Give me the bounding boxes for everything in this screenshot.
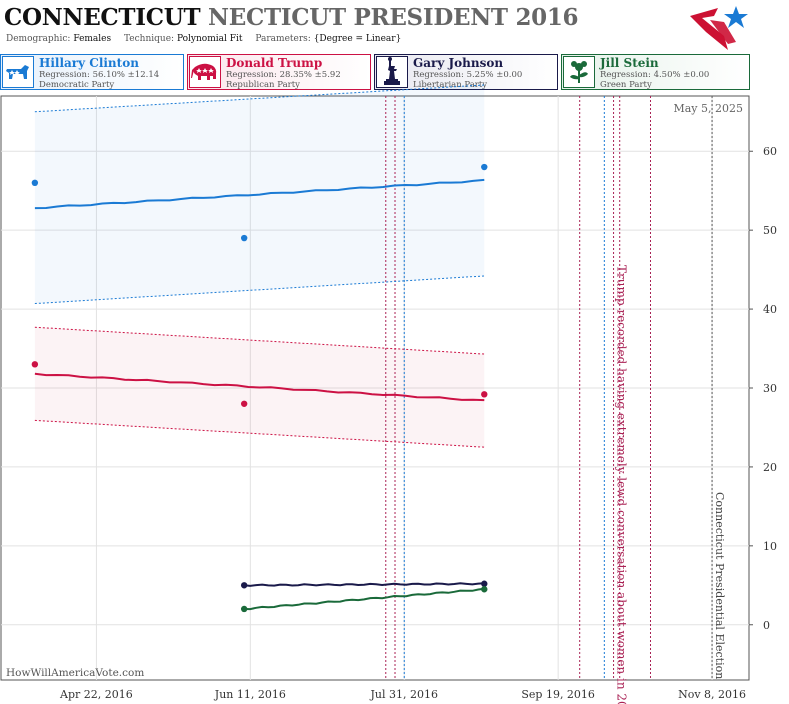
data-point bbox=[481, 391, 488, 398]
technique-value: Polynomial Fit bbox=[176, 34, 243, 44]
candidate-party: Libertarian Party bbox=[413, 80, 488, 90]
y-tick-label: 50 bbox=[763, 224, 777, 237]
data-point bbox=[240, 234, 248, 242]
chart-header: CONNECTICUT NECTICUT PRESIDENT 2016 Demo… bbox=[0, 0, 750, 52]
candidate-name: Gary Johnson bbox=[413, 56, 504, 70]
y-tick-label: 60 bbox=[763, 145, 777, 158]
data-point bbox=[481, 163, 488, 171]
legend-item-stein[interactable]: Jill Stein Regression: 4.50% ±0.00 Green… bbox=[561, 54, 750, 90]
legend-item-johnson[interactable]: Gary Johnson Regression: 5.25% ±0.00 Lib… bbox=[374, 54, 558, 90]
x-tick-label: Sep 19, 2016 bbox=[521, 688, 595, 701]
title-race: NECTICUT PRESIDENT 2016 bbox=[208, 4, 579, 31]
y-tick-label: 0 bbox=[763, 619, 770, 632]
x-tick-label: Jun 11, 2016 bbox=[214, 688, 286, 701]
trend-line bbox=[34, 372, 485, 402]
technique-label: Technique: bbox=[124, 34, 175, 44]
data-point bbox=[31, 179, 39, 187]
data-point bbox=[481, 586, 488, 593]
watermark: HowWillAmericaVote.com bbox=[6, 667, 144, 679]
donkey-icon bbox=[2, 56, 34, 88]
confidence-band-edge bbox=[34, 84, 485, 113]
candidate-regression: Regression: 4.50% ±0.00 bbox=[600, 70, 710, 80]
demographic-label: Demographic: bbox=[6, 34, 71, 44]
demographic-value: Females bbox=[73, 34, 112, 44]
statue-of-liberty-icon bbox=[376, 56, 408, 88]
x-tick-label: Jul 31, 2016 bbox=[369, 688, 438, 701]
candidate-regression: Regression: 56.10% ±12.14 bbox=[39, 70, 160, 80]
y-tick-label: 40 bbox=[763, 303, 777, 316]
data-point bbox=[481, 580, 488, 587]
data-point bbox=[240, 400, 248, 407]
site-logo-icon bbox=[690, 6, 748, 50]
chart-title: CONNECTICUT NECTICUT PRESIDENT 2016 bbox=[4, 4, 579, 31]
parameters-label: Parameters: bbox=[255, 34, 311, 44]
candidate-name: Jill Stein bbox=[600, 56, 659, 70]
legend-item-trump[interactable]: Donald Trump Regression: 28.35% ±5.92 Re… bbox=[187, 54, 371, 90]
candidate-party: Democratic Party bbox=[39, 80, 115, 90]
confidence-band-edge bbox=[34, 326, 485, 355]
elephant-icon bbox=[189, 56, 221, 88]
candidate-party: Republican Party bbox=[226, 80, 300, 90]
trend-line bbox=[244, 582, 485, 587]
parameters-value: {Degree = Linear} bbox=[313, 34, 402, 44]
candidate-name: Donald Trump bbox=[226, 56, 323, 70]
x-tick-label: Nov 8, 2016 bbox=[678, 688, 746, 701]
candidate-party: Green Party bbox=[600, 80, 652, 90]
y-tick-label: 10 bbox=[763, 540, 777, 553]
x-tick-label: Apr 22, 2016 bbox=[59, 688, 133, 701]
data-point bbox=[240, 582, 248, 589]
as-of-date-label: May 5, 2025 bbox=[673, 102, 743, 115]
trend-line bbox=[244, 587, 485, 611]
confidence-band-edge bbox=[34, 419, 485, 448]
y-tick-label: 30 bbox=[763, 382, 777, 395]
trend-line bbox=[34, 178, 485, 210]
confidence-band-edge bbox=[34, 275, 485, 305]
y-tick-label: 20 bbox=[763, 461, 777, 474]
event-annotation: Connecticut Presidential Election bbox=[713, 492, 726, 679]
flower-icon bbox=[563, 56, 595, 88]
legend-item-clinton[interactable]: Hillary Clinton Regression: 56.10% ±12.1… bbox=[0, 54, 184, 90]
chart-parameters: Demographic: Females Technique: Polynomi… bbox=[6, 34, 411, 44]
candidate-regression: Regression: 28.35% ±5.92 bbox=[226, 70, 341, 80]
candidate-legend: Hillary Clinton Regression: 56.10% ±12.1… bbox=[0, 54, 750, 92]
candidate-name: Hillary Clinton bbox=[39, 56, 139, 70]
event-annotation: Trump recorded having extremely lewd con… bbox=[615, 265, 629, 704]
title-state: CONNECTICUT bbox=[4, 4, 201, 31]
data-point bbox=[240, 605, 248, 613]
candidate-regression: Regression: 5.25% ±0.00 bbox=[413, 70, 523, 80]
data-point bbox=[31, 361, 39, 368]
